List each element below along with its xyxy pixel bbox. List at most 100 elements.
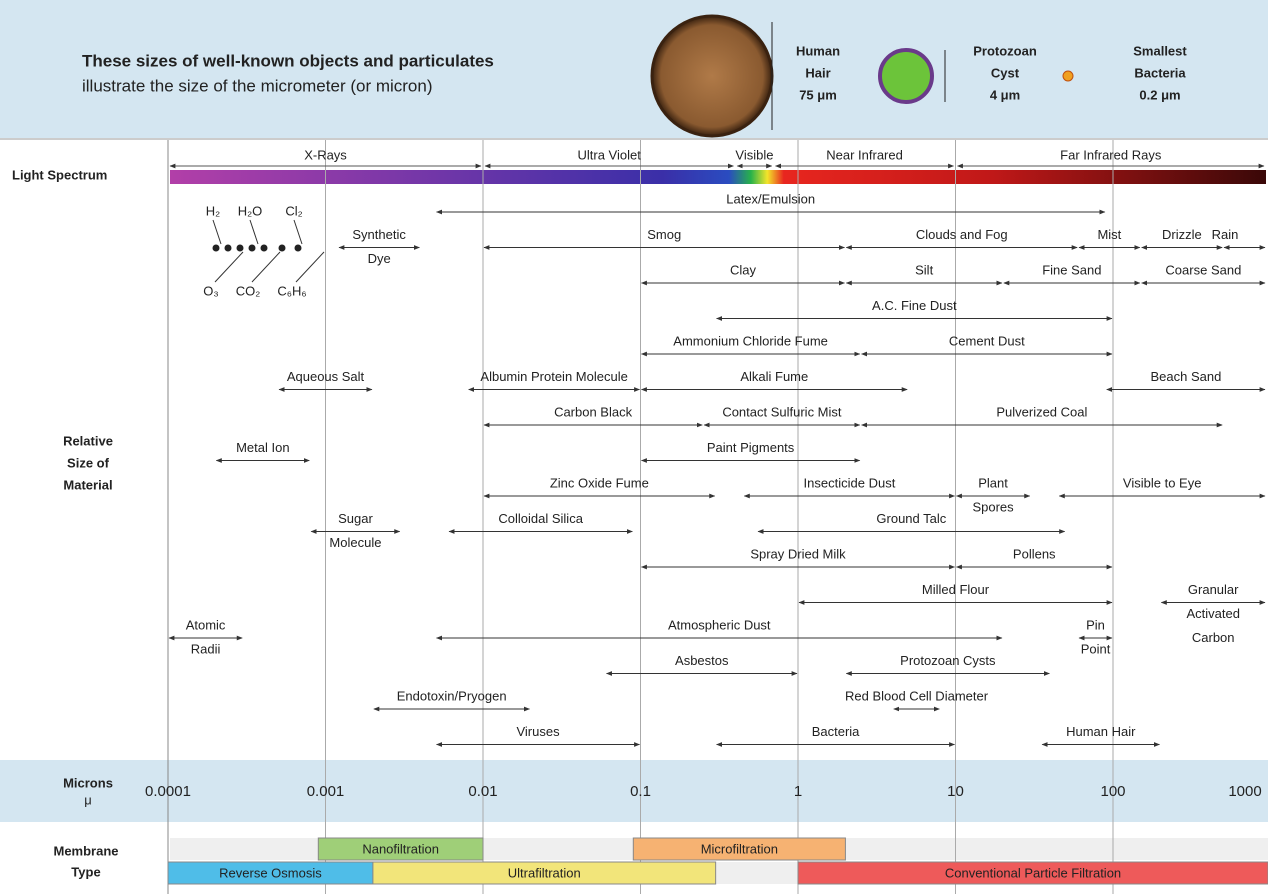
x-tick-label: 0.001 [307,783,345,800]
material-label: Pollens [1013,546,1056,561]
spectrum-label: Near Infrared [826,147,903,162]
material-label: Spores [972,499,1014,514]
material-label: Aqueous Salt [287,369,365,384]
material-label: Pulverized Coal [996,404,1087,419]
object-label: 75 μm [799,87,837,102]
x-tick-label: 100 [1100,783,1125,800]
material-label: Carbon Black [554,404,633,419]
x-tick-label: 1000 [1228,783,1261,800]
material-label: Insecticide Dust [804,475,896,490]
spectrum-bar [170,170,1266,184]
membrane-bar [317,837,484,861]
material-label: Cement Dust [949,333,1025,348]
molecule-dot [224,244,232,252]
row-label: Size of [67,455,110,470]
leader [212,219,222,245]
material-label: Human Hair [1066,724,1136,739]
membrane-label: Ultrafiltration [508,865,581,880]
molecule-dot [278,244,286,252]
material-label: Rain [1212,227,1239,242]
bacteria-icon [1062,70,1074,82]
x-tick-label: 0.0001 [145,783,191,800]
hair-icon [650,14,774,138]
material-label: Molecule [329,535,381,550]
material-label: Asbestos [675,653,729,668]
object-label: Hair [805,65,830,80]
material-label: Ammonium Chloride Fume [673,333,828,348]
material-label: Endotoxin/Pryogen [397,688,507,703]
molecule-dot [236,244,244,252]
x-tick-label: 10 [947,783,964,800]
cyst-icon [878,48,934,104]
material-label: Atmospheric Dust [668,617,771,632]
material-label: Protozoan Cysts [900,653,996,668]
membrane-label: Nanofiltration [362,841,439,856]
material-label: Mist [1097,227,1121,242]
row-label: Relative [63,433,113,448]
molecule-dot [212,244,220,252]
membrane-bar [372,861,717,885]
material-label: Granular [1188,582,1239,597]
molecule-label: H₂ [206,203,220,218]
material-label: Atomic [186,617,226,632]
material-label: Visible to Eye [1123,475,1202,490]
molecule-label: H₂O [238,203,263,218]
material-label: Clouds and Fog [916,227,1008,242]
material-label: Ground Talc [876,511,946,526]
material-label: Radii [191,641,221,656]
material-label: Activated [1186,606,1239,621]
material-label: Metal Ion [236,440,289,455]
object-label: Smallest [1133,43,1187,58]
molecule-label: CO₂ [236,283,261,298]
row-label: Type [71,864,100,879]
material-label: Milled Flour [922,582,990,597]
material-label: Fine Sand [1042,262,1101,277]
molecule-dot [248,244,256,252]
material-label: Pin [1086,617,1105,632]
material-label: Beach Sand [1150,369,1221,384]
x-tick-label: 1 [794,783,802,800]
material-label: Paint Pigments [707,440,795,455]
header-bg [0,0,1268,138]
material-label: Sugar [338,511,373,526]
material-label: Plant [978,475,1008,490]
material-label: Contact Sulfuric Mist [722,404,842,419]
spectrum-label: X-Rays [304,147,347,162]
leader [249,219,259,245]
material-label: Alkali Fume [740,369,808,384]
leader [214,251,244,283]
material-label: Bacteria [812,724,860,739]
material-label: Silt [915,262,933,277]
x-tick-label: 0.01 [468,783,497,800]
spectrum-label: Far Infrared Rays [1060,147,1162,162]
material-label: Coarse Sand [1165,262,1241,277]
axis-bg [0,760,1268,822]
molecule-label: Cl₂ [285,203,302,218]
membrane-label: Microfiltration [701,841,778,856]
material-label: Point [1081,641,1111,656]
object-label: Bacteria [1134,65,1186,80]
molecule-dot [294,244,302,252]
row-label: Microns [63,775,113,790]
membrane-label: Reverse Osmosis [219,865,322,880]
material-label: Latex/Emulsion [726,191,815,206]
material-label: Clay [730,262,757,277]
material-label: Viruses [516,724,560,739]
membrane-bar [797,861,1268,885]
material-label: Zinc Oxide Fume [550,475,649,490]
material-label: Dye [368,251,391,266]
leader [251,251,281,283]
material-label: Red Blood Cell Diameter [845,688,989,703]
object-label: 4 μm [990,87,1020,102]
leader [293,219,303,245]
x-tick-label: 0.1 [630,783,651,800]
material-label: Colloidal Silica [498,511,583,526]
object-label: Protozoan [973,43,1037,58]
object-label: Human [796,43,840,58]
header-text: These sizes of well-known objects and pa… [82,51,494,70]
row-label: Light Spectrum [12,167,107,182]
leader [295,251,325,283]
material-label: Drizzle [1162,227,1202,242]
material-label: A.C. Fine Dust [872,298,957,313]
